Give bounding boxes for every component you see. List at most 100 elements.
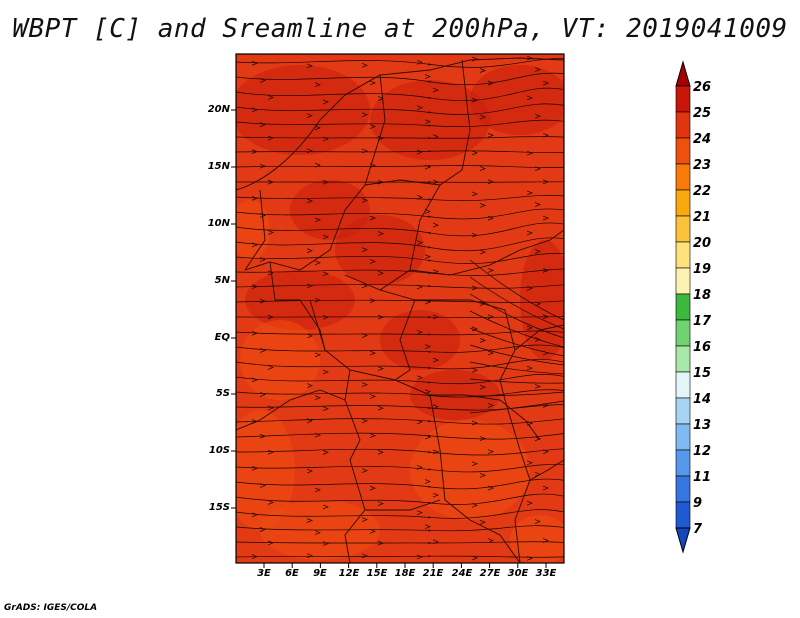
streamline-arrow <box>526 230 533 236</box>
streamline-arrow <box>416 105 423 111</box>
streamline-arrow <box>369 394 376 399</box>
streamline-arrow <box>416 240 423 246</box>
streamline-arrow <box>416 510 423 515</box>
streamline-arrow <box>424 254 431 259</box>
streamline-arrow <box>487 449 494 454</box>
streamline-arrow <box>432 269 439 274</box>
streamline-arrow <box>361 468 368 473</box>
streamline-arrow <box>471 326 478 332</box>
field-patch <box>510 515 564 563</box>
lon-label: 9E <box>313 568 327 579</box>
streamline-arrow <box>471 97 478 103</box>
streamline-arrow <box>424 524 431 529</box>
streamline-arrow <box>471 232 478 238</box>
streamline-arrow <box>306 468 313 474</box>
lon-label: 18E <box>394 568 416 579</box>
colorbar-label: 15 <box>693 366 712 381</box>
streamline <box>236 208 564 220</box>
streamline-arrow <box>534 202 541 207</box>
streamline-arrow <box>361 283 368 289</box>
lat-label: 20N <box>207 104 230 115</box>
streamline-arrow <box>479 301 486 306</box>
streamline-arrow <box>526 460 533 466</box>
streamline-arrow <box>251 242 258 248</box>
lon-label: 3E <box>257 568 271 579</box>
streamline-arrow <box>424 389 431 394</box>
streamline <box>469 327 564 357</box>
streamline-arrow <box>377 366 384 371</box>
field-patch <box>240 320 320 400</box>
streamline-arrow <box>424 299 431 305</box>
streamline-arrow <box>267 314 274 320</box>
streamline-arrow <box>487 403 494 408</box>
colorbar-bottom-arrow <box>675 527 691 554</box>
streamline-arrow <box>526 365 533 371</box>
streamline-arrow <box>526 190 533 196</box>
field-patch <box>410 420 530 520</box>
streamline-arrow <box>361 247 368 252</box>
streamline-arrow <box>534 113 541 119</box>
streamline-arrow <box>361 517 368 522</box>
streamline-arrow <box>424 74 431 79</box>
streamline-arrow <box>471 56 478 62</box>
streamline-arrow <box>534 436 541 442</box>
streamline-arrow <box>361 553 368 559</box>
streamline-arrow <box>471 461 478 467</box>
streamline-arrow <box>526 500 533 506</box>
streamline-arrow <box>322 136 329 142</box>
streamline-arrow <box>534 519 541 524</box>
streamline-arrow <box>259 257 266 262</box>
streamline-arrow <box>479 436 486 441</box>
streamline-arrow <box>251 149 258 154</box>
colorbar-swatch <box>675 449 691 477</box>
colorbar-label: 19 <box>693 262 712 277</box>
lon-label: 33E <box>535 568 557 579</box>
colorbar-label: 16 <box>693 340 712 355</box>
streamline-arrow <box>542 179 549 185</box>
streamline <box>469 400 564 414</box>
streamline-arrow <box>369 298 376 303</box>
streamline-arrow <box>487 80 494 86</box>
field-patch <box>236 65 370 155</box>
streamline-arrow <box>361 112 368 118</box>
streamline <box>469 391 564 397</box>
streamline-arrow <box>424 164 431 170</box>
streamline-arrow <box>267 405 274 411</box>
streamline-arrow <box>251 284 258 289</box>
streamline-arrow <box>259 348 266 353</box>
streamline <box>236 463 564 473</box>
streamline-arrow <box>314 260 321 266</box>
streamline-arrow <box>322 314 329 320</box>
streamline-arrow <box>416 329 423 335</box>
colorbar-swatch <box>675 423 691 451</box>
streamline <box>236 103 564 115</box>
streamline-arrow <box>369 80 376 86</box>
streamline-arrow <box>306 553 313 559</box>
streamline-arrow <box>259 163 266 169</box>
streamline <box>236 418 564 425</box>
streamline-arrow <box>432 492 439 498</box>
colorbar-swatch <box>675 111 691 139</box>
streamline-arrow <box>479 338 486 343</box>
streamline-arrow <box>306 148 313 154</box>
streamline-arrow <box>377 540 384 546</box>
lat-label: 10N <box>207 218 230 229</box>
streamline-arrow <box>432 357 439 363</box>
colorbar-top-arrow <box>675 60 691 87</box>
streamline-arrow <box>487 179 494 185</box>
streamline-arrow <box>322 234 329 240</box>
streamline <box>236 493 564 505</box>
streamline-arrow <box>424 434 431 440</box>
field-patch <box>335 215 425 285</box>
streamline-arrow <box>471 502 478 508</box>
lat-label: 5S <box>215 388 230 399</box>
streamline <box>469 259 564 321</box>
streamline-arrow <box>487 215 494 221</box>
streamline-arrow <box>369 163 376 168</box>
streamline-arrow <box>416 375 423 381</box>
streamline-arrow <box>424 209 431 214</box>
streamline-arrow <box>267 270 274 276</box>
streamline-arrow <box>306 518 313 523</box>
axis-ticks <box>231 109 547 568</box>
streamline-arrow <box>377 314 384 320</box>
